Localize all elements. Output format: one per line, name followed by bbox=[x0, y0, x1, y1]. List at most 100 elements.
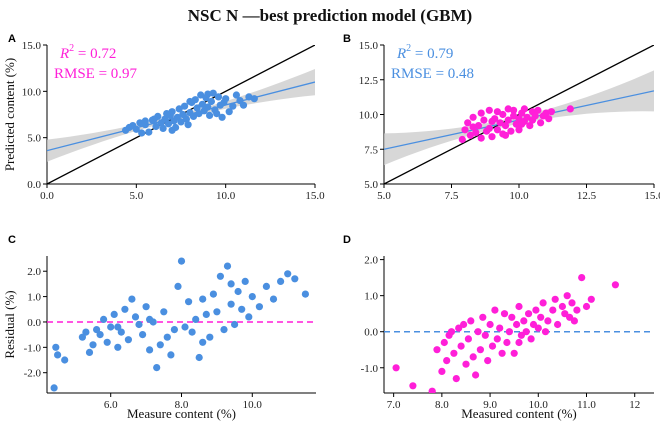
data-point bbox=[504, 116, 512, 124]
data-point bbox=[209, 290, 217, 298]
data-point bbox=[549, 306, 557, 314]
data-point bbox=[467, 317, 475, 325]
data-point bbox=[177, 118, 185, 126]
r-squared-symbol: R bbox=[59, 46, 69, 62]
y-tick-label: 5.0 bbox=[27, 133, 41, 145]
y-tick-label: 2.0 bbox=[364, 255, 378, 267]
data-point bbox=[220, 326, 228, 334]
data-point bbox=[484, 357, 492, 365]
x-tick-label: 5.0 bbox=[377, 190, 391, 202]
data-point bbox=[139, 331, 147, 339]
data-point bbox=[182, 115, 190, 123]
data-point bbox=[515, 338, 523, 347]
x-axis-label: Measure content (%) bbox=[127, 406, 236, 421]
data-point bbox=[541, 328, 550, 336]
data-point bbox=[269, 295, 278, 303]
data-point bbox=[515, 115, 523, 123]
data-point bbox=[184, 121, 192, 129]
data-point bbox=[132, 125, 140, 133]
data-point bbox=[121, 305, 129, 313]
data-point bbox=[245, 93, 253, 101]
data-point bbox=[138, 129, 146, 137]
y-tick-label: 15.0 bbox=[359, 40, 379, 52]
x-tick-label: 12.5 bbox=[577, 190, 597, 202]
data-point bbox=[78, 333, 86, 341]
x-tick-label: 10.0 bbox=[529, 399, 549, 411]
data-point bbox=[277, 277, 285, 285]
data-point bbox=[150, 115, 158, 123]
panel-letter: B bbox=[343, 33, 351, 45]
data-point bbox=[156, 341, 164, 349]
x-tick-label: 15.0 bbox=[305, 190, 325, 202]
y-tick-label: 10.0 bbox=[22, 86, 42, 98]
data-point bbox=[534, 324, 542, 332]
data-point bbox=[142, 303, 150, 311]
data-point bbox=[578, 274, 586, 282]
plot-area bbox=[384, 274, 654, 393]
data-point bbox=[114, 343, 122, 351]
data-point bbox=[499, 110, 507, 119]
x-tick-label: 12 bbox=[629, 399, 640, 411]
y-tick-label: 0.0 bbox=[27, 317, 41, 329]
data-point bbox=[174, 282, 182, 290]
data-point bbox=[103, 338, 111, 346]
data-point bbox=[501, 131, 510, 139]
x-tick-label: 7.5 bbox=[445, 190, 459, 202]
data-point bbox=[526, 122, 534, 130]
x-tick-label: 10.0 bbox=[216, 190, 236, 202]
data-point bbox=[452, 375, 460, 383]
panel-letter: A bbox=[8, 33, 16, 45]
rmse-annotation: RMSE = 0.97 bbox=[54, 66, 138, 82]
data-point bbox=[177, 257, 186, 265]
data-point bbox=[195, 353, 203, 362]
x-axis-label: Measured content (%) bbox=[461, 406, 577, 421]
data-point bbox=[493, 335, 501, 343]
data-point bbox=[199, 338, 207, 346]
x-tick-label: 5.0 bbox=[129, 190, 143, 202]
data-point bbox=[505, 328, 513, 336]
data-point bbox=[509, 106, 518, 114]
data-point bbox=[477, 109, 485, 117]
data-point bbox=[163, 333, 171, 341]
data-point bbox=[198, 100, 206, 108]
data-point bbox=[110, 310, 118, 318]
data-point bbox=[433, 346, 441, 354]
data-point bbox=[128, 295, 136, 303]
data-point bbox=[504, 105, 512, 113]
y-axis-label: Predicted content (%) bbox=[2, 58, 17, 171]
panel-c: C 6.0 8.0 10.0 -2.0 -1.0 0.0 1.0 2.0 Residual (%)… bbox=[2, 234, 316, 421]
y-tick-label: 0.0 bbox=[364, 327, 378, 339]
data-point bbox=[197, 91, 205, 99]
data-point bbox=[462, 360, 470, 368]
data-point bbox=[117, 328, 125, 336]
data-point bbox=[545, 115, 553, 123]
data-point bbox=[153, 364, 161, 372]
data-point bbox=[461, 126, 469, 134]
data-point bbox=[611, 281, 620, 289]
data-point bbox=[486, 320, 494, 329]
data-point bbox=[186, 97, 194, 106]
data-point bbox=[231, 320, 239, 329]
data-point bbox=[450, 349, 458, 357]
data-point bbox=[469, 353, 477, 361]
data-point bbox=[227, 280, 235, 288]
y-tick-label: 2.0 bbox=[27, 266, 41, 278]
data-point bbox=[54, 351, 62, 359]
data-point bbox=[188, 328, 196, 336]
data-point bbox=[82, 328, 90, 336]
data-point bbox=[227, 300, 235, 308]
data-point bbox=[229, 102, 237, 110]
data-point bbox=[570, 317, 579, 325]
data-point bbox=[479, 313, 487, 321]
data-point bbox=[510, 349, 518, 357]
data-point bbox=[485, 106, 493, 114]
data-point bbox=[542, 109, 550, 117]
x-tick-label: 7.0 bbox=[387, 399, 401, 411]
data-point bbox=[531, 112, 539, 120]
data-point bbox=[52, 343, 60, 351]
r-squared-value: = 0.79 bbox=[411, 46, 453, 62]
data-point bbox=[168, 126, 176, 134]
figure-title: NSC N —best prediction model (GBM) bbox=[188, 6, 472, 25]
data-point bbox=[163, 110, 171, 118]
y-tick-label: -2.0 bbox=[24, 368, 42, 380]
